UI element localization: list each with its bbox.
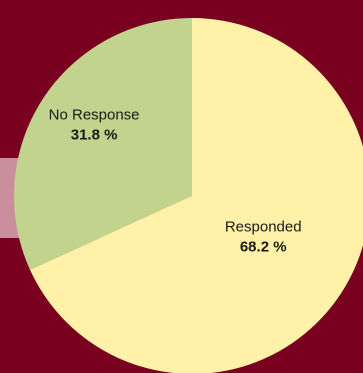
- slice-value-label: 68.2 %: [240, 239, 287, 256]
- slice-value-label: 31.8 %: [71, 126, 118, 143]
- slice-label: Responded: [225, 219, 302, 236]
- pie-slice-responded: [30, 18, 363, 373]
- pie-slice-no-response: [13, 18, 192, 270]
- slice-label: No Response: [49, 106, 140, 123]
